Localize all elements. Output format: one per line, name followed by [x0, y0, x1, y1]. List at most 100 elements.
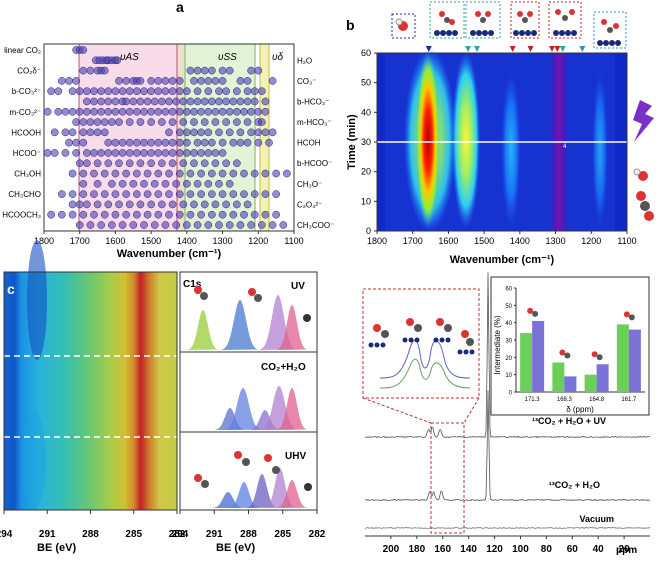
band-label-vd: υδ [272, 52, 283, 63]
scatter-point [229, 138, 238, 147]
scatter-point [86, 128, 95, 137]
scatter-point [222, 200, 230, 209]
scatter-point [43, 107, 52, 116]
scatter-point [50, 149, 59, 157]
x-tick-label: 285 [274, 529, 291, 540]
scatter-point [236, 128, 245, 137]
x-tick-label: 285 [125, 529, 142, 540]
inset-y-tick-label: 60 [505, 287, 512, 293]
row-label-right: HCOH [297, 139, 321, 148]
scatter-point [261, 107, 270, 116]
xps-component [277, 305, 307, 350]
scatter-point [118, 221, 127, 229]
scatter-point [100, 169, 109, 178]
hydrogen-icon [633, 168, 641, 176]
x-tick-label: 1500 [474, 236, 494, 246]
scatter-point [261, 169, 270, 178]
x-tick-label: 1400 [510, 236, 530, 246]
x-tick-label: 1300 [546, 236, 566, 246]
row-label-left: CH₃OH [14, 170, 41, 179]
inset-y-tick-label: 0 [509, 391, 513, 397]
scatter-point [208, 210, 216, 219]
row-label-right: b-HCOO⁻ [297, 159, 332, 168]
x-tick-label: 291 [206, 529, 223, 540]
scatter-point [215, 128, 223, 137]
scatter-point [186, 210, 195, 219]
scatter-point [136, 200, 145, 209]
scatter-point [72, 77, 80, 85]
scatter-point [193, 138, 202, 147]
scatter-points [43, 46, 291, 229]
scatter-point [218, 77, 227, 85]
peak-marker [554, 46, 561, 52]
scatter-point [68, 107, 77, 116]
scatter-point [247, 66, 255, 75]
carbon-icon [200, 292, 208, 300]
inset-box [391, 13, 416, 39]
x-tick-label: 1700 [403, 236, 423, 246]
scatter-point [175, 87, 184, 96]
scatter-point [190, 118, 198, 126]
zoom-region [430, 422, 465, 534]
bar [596, 364, 609, 392]
scatter-point [168, 118, 177, 126]
bar [520, 333, 533, 392]
scatter-point [268, 77, 277, 85]
scatter-point [261, 210, 270, 219]
scatter-point [165, 169, 173, 178]
scatter-point [147, 107, 155, 116]
scatter-point [118, 107, 127, 116]
scatter-point [108, 118, 116, 126]
scatter-point [161, 221, 170, 229]
scatter-point [136, 77, 145, 85]
scatter-point [215, 221, 223, 229]
scatter-point [243, 97, 252, 106]
y-tick-label: 50 [361, 78, 371, 88]
scatter-point [118, 179, 127, 188]
scatter-point [75, 221, 84, 229]
scatter-point [104, 87, 113, 96]
scatter-point [183, 179, 191, 188]
scatter-point [233, 118, 241, 126]
scatter-point [218, 107, 227, 116]
scatter-point [90, 97, 98, 106]
scatter-point [143, 169, 152, 178]
carbon-icon [201, 480, 209, 488]
inset-x-label: δ (ppm) [566, 405, 594, 414]
inset-y-label: Intermediate (%) [493, 315, 502, 374]
c1s-label: C1s [183, 279, 202, 290]
scatter-point [272, 169, 280, 178]
carbon-icon [254, 294, 262, 302]
x-tick-group: 294 291 288 285 282 [0, 510, 186, 540]
scatter-point [108, 179, 116, 188]
scatter-point [79, 190, 88, 198]
scatter-point [133, 169, 141, 178]
xps-component [225, 388, 261, 430]
band-vd [260, 44, 269, 231]
scatter-point [161, 149, 170, 157]
scatter-point [97, 107, 105, 116]
scatter-point [158, 118, 166, 126]
scatter-point [197, 190, 205, 198]
scatter-point [79, 169, 88, 178]
scatter-point [58, 210, 66, 219]
scatter-point [208, 66, 216, 75]
x-tick-label: 1700 [70, 236, 90, 246]
panel-b: b 4 0 10 20 30 40 50 60 1800 1700 1600 1500 1400 13… [346, 1, 654, 266]
scatter-point [118, 138, 127, 147]
scatter-point [97, 221, 105, 229]
scatter-point [122, 97, 130, 106]
scatter-point [75, 87, 84, 96]
scatter-point [104, 200, 113, 209]
scatter-point [143, 190, 152, 198]
left-label-group: linear CO₂ CO₂δ⁻ b-CO₃²⁻ m-CO₃²⁻ HCOOH HCOO⁻ C… [2, 46, 41, 220]
scatter-point [140, 179, 148, 188]
band-label-vss: υSS [218, 52, 237, 63]
scatter-point [118, 149, 127, 157]
scatter-point [283, 169, 291, 178]
scatter-point [211, 200, 220, 209]
scatter-point [115, 200, 123, 209]
scatter-point [79, 118, 88, 126]
scatter-point [111, 97, 120, 106]
scatter-point [186, 169, 195, 178]
